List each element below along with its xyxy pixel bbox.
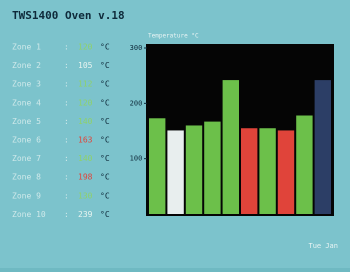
- zone-sep: :: [64, 191, 69, 200]
- zone-value: 140: [78, 154, 93, 163]
- bar: [296, 116, 312, 214]
- zone-sep: :: [64, 61, 69, 70]
- zone-value: 105: [78, 61, 93, 70]
- zone-sep: :: [64, 136, 69, 145]
- bar: [278, 130, 294, 214]
- bar: [204, 122, 220, 214]
- zone-value: 130: [78, 191, 93, 200]
- zone-label: Zone 1: [12, 43, 41, 52]
- zone-label: Zone 2: [12, 61, 41, 70]
- y-tick-label: 200: [130, 99, 143, 107]
- zone-unit: °C: [100, 117, 110, 126]
- zone-label: Zone 3: [12, 80, 41, 89]
- chart-subtitle: Temperature °C: [148, 33, 199, 40]
- zone-value: 239: [78, 210, 93, 219]
- zone-label: Zone 9: [12, 191, 41, 200]
- zone-label: Zone 4: [12, 98, 41, 107]
- bar: [315, 80, 331, 214]
- zone-sep: :: [64, 98, 69, 107]
- bar: [167, 130, 183, 214]
- y-tick-label: 100: [130, 155, 143, 163]
- zone-unit: °C: [100, 154, 110, 163]
- zone-sep: :: [64, 210, 69, 219]
- title: TWS1400 Oven v.18: [12, 9, 125, 22]
- zone-unit: °C: [100, 136, 110, 145]
- zone-sep: :: [64, 117, 69, 126]
- zone-value: 112: [78, 80, 93, 89]
- zone-sep: :: [64, 154, 69, 163]
- zone-unit: °C: [100, 43, 110, 52]
- zone-label: Zone 5: [12, 117, 41, 126]
- zone-unit: °C: [100, 191, 110, 200]
- zone-value: 120: [78, 43, 93, 52]
- zone-unit: °C: [100, 210, 110, 219]
- zone-value: 120: [78, 98, 93, 107]
- zone-label: Zone 8: [12, 173, 41, 182]
- screen: TWS1400 Oven v.18 Temperature °C Tue Jan…: [0, 0, 350, 268]
- zone-label: Zone 7: [12, 154, 41, 163]
- bar: [223, 80, 239, 214]
- zone-sep: :: [64, 80, 69, 89]
- zone-unit: °C: [100, 98, 110, 107]
- footer: Tue Jan: [308, 242, 338, 250]
- zone-value: 140: [78, 117, 93, 126]
- bar: [259, 128, 275, 214]
- zone-sep: :: [64, 43, 69, 52]
- bar: [149, 118, 165, 214]
- zone-sep: :: [64, 173, 69, 182]
- bar: [186, 125, 202, 214]
- zone-value: 163: [78, 136, 93, 145]
- zone-value: 198: [78, 173, 93, 182]
- zone-unit: °C: [100, 173, 110, 182]
- zone-unit: °C: [100, 61, 110, 70]
- zone-label: Zone 10: [12, 210, 46, 219]
- y-tick-label: 300: [130, 44, 143, 52]
- zone-unit: °C: [100, 80, 110, 89]
- bar: [241, 128, 257, 214]
- zone-label: Zone 6: [12, 136, 41, 145]
